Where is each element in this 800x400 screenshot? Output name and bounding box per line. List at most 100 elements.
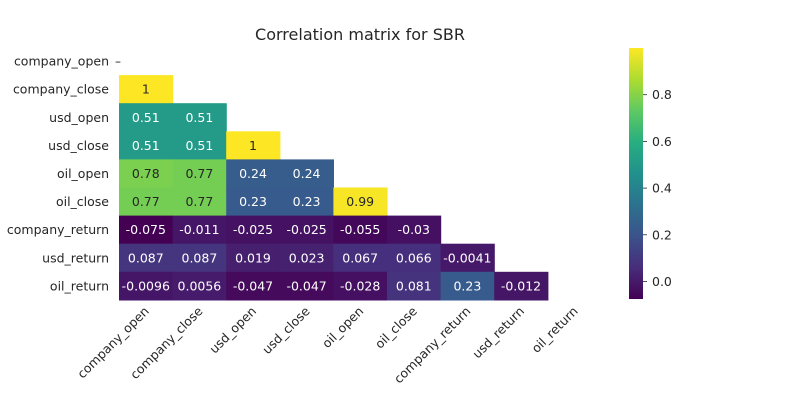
cell-value-label: 1 [249,138,257,153]
heatmap-cell [119,103,174,132]
cell-value-label: -0.028 [340,278,380,293]
column-tick-label: usd_return [469,303,527,361]
cell-value-label: -0.047 [286,278,326,293]
cell-value-label: -0.047 [233,278,273,293]
row-tick-label: usd_return [42,250,109,265]
cell-value-label: 0.081 [396,278,432,293]
heatmap-cell [119,243,174,273]
cell-value-label: 0.99 [346,194,374,209]
row-tick-label: company_open [14,54,109,69]
colorbar-tick-label: 0.4 [652,181,672,196]
cell-value-label: -0.025 [286,222,326,237]
heatmap-cell-labels: 1 0.51 0.51 0.51 0.51 1 0.78 0.77 0.24 0.24 0.77 0.… [122,82,541,294]
column-tick-label: oil_open [319,303,366,350]
heatmap-cell [226,243,281,273]
cell-value-label: -0.011 [179,222,219,237]
cell-value-label: 0.51 [132,110,160,125]
heatmap-cell [119,215,174,245]
row-tick-mark: – [115,55,121,69]
heatmap-cell [119,159,174,189]
heatmap-cell [172,159,227,189]
row-tick-label: usd_close [48,138,109,153]
heatmap-cell [226,159,281,189]
cell-value-label: 0.087 [182,250,218,265]
row-tick-label: oil_return [50,278,109,293]
row-tick-labels: company_open company_close usd_open usd_clo… [7,54,109,294]
row-tick-label: oil_close [56,194,109,209]
cell-value-label: -0.012 [501,278,541,293]
chart-title: Correlation matrix for SBR [255,25,465,44]
cell-value-label: 0.23 [239,194,267,209]
heatmap-cell [172,187,227,217]
heatmap-cell [387,243,442,273]
cell-value-label: -0.055 [340,222,380,237]
heatmap-cell [333,187,388,217]
row-tick-label: oil_open [57,166,109,181]
heatmap-cell [387,271,442,301]
heatmap-cell [226,187,281,217]
cell-value-label: 0.77 [132,194,160,209]
cell-value-label: 0.23 [453,278,481,293]
colorbar-tick-label: 0.6 [652,134,672,149]
row-tick-marks: – [115,55,121,69]
heatmap-cell [172,103,227,132]
cell-value-label: 0.087 [128,250,164,265]
cell-value-label: -0.025 [233,222,273,237]
heatmap-cell [333,243,388,273]
cell-value-label: -0.075 [126,222,166,237]
cell-value-label: 1 [142,82,150,97]
heatmap-cell [333,271,388,301]
colorbar-ticks: 0.0 0.2 0.4 0.6 0.8 [643,87,672,289]
column-tick-label: oil_return [528,303,580,355]
cell-value-label: -0.0096 [122,278,170,293]
column-tick-label: oil_close [372,303,420,351]
heatmap-cell [494,271,549,301]
colorbar [629,48,643,299]
cell-value-label: -0.0041 [443,250,491,265]
heatmap-cell [172,271,227,301]
cell-value-label: 0.51 [132,138,160,153]
cell-value-label: -0.03 [398,222,430,237]
heatmap-cell [279,243,334,273]
heatmap-cell [226,271,281,301]
heatmap-cell [119,271,174,301]
cell-value-label: 0.24 [293,166,321,181]
colorbar-tick-label: 0.0 [652,274,672,289]
heatmap-cell [279,187,334,217]
cell-value-label: 0.77 [185,166,213,181]
row-tick-label: company_close [13,82,109,97]
heatmap-cell [440,243,495,273]
colorbar-tick-label: 0.2 [652,227,672,242]
cell-value-label: 0.51 [185,138,213,153]
colorbar-tick-label: 0.8 [652,87,672,102]
heatmap-cell [279,271,334,301]
cell-value-label: 0.78 [132,166,160,181]
heatmap-cell [226,131,281,160]
heatmap-cell [226,215,281,245]
heatmap-cell [119,131,174,160]
cell-value-label: 0.0056 [178,278,222,293]
row-tick-label: company_return [7,222,109,237]
cell-value-label: 0.24 [239,166,267,181]
cell-value-label: 0.023 [289,250,325,265]
cell-value-label: 0.019 [235,250,271,265]
heatmap-cell [172,131,227,160]
column-tick-label: usd_close [259,303,313,357]
heatmap-cell [279,215,334,245]
cell-value-label: 0.77 [185,194,213,209]
heatmap-cell [172,215,227,245]
heatmap-cell [387,215,442,245]
cell-value-label: 0.067 [342,250,378,265]
cell-value-label: 0.23 [293,194,321,209]
heatmap-cell [172,243,227,273]
cell-value-label: 0.51 [185,110,213,125]
heatmap-cell [119,75,174,104]
heatmap-cell [333,215,388,245]
heatmap-cells [119,75,549,301]
column-tick-label: usd_open [206,303,259,356]
row-tick-label: usd_open [49,110,109,125]
heatmap-cell [279,159,334,189]
heatmap-cell [119,187,174,217]
